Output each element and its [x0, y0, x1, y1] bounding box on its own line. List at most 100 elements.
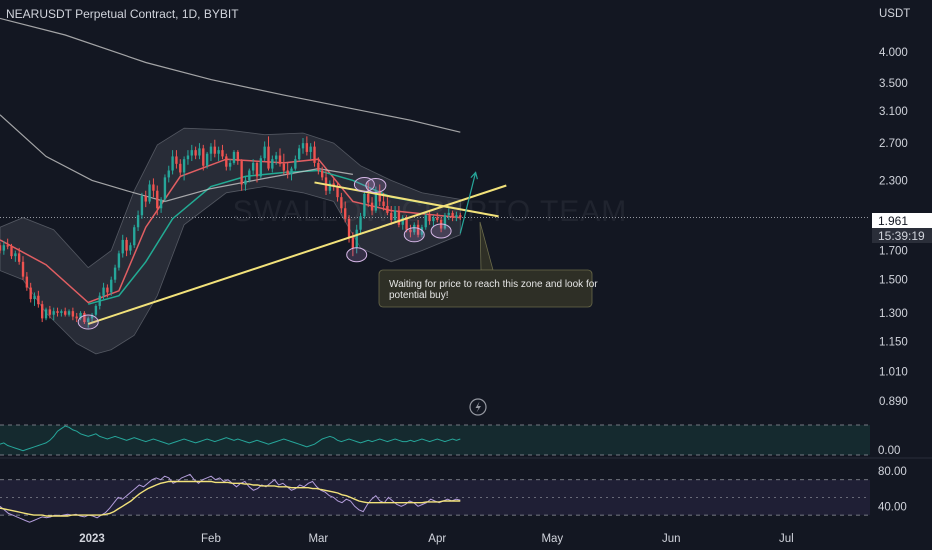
- candle: [140, 192, 144, 219]
- time-tick-label: 2023: [79, 533, 105, 545]
- candle: [432, 215, 435, 228]
- candle-body: [347, 218, 351, 238]
- candle-body: [182, 159, 186, 173]
- price-axis: 4.000 3.500 3.100 2.700 2.300 1.700 1.500 1.300…: [879, 47, 908, 408]
- candle: [278, 148, 282, 167]
- candle: [236, 150, 239, 165]
- candle: [175, 150, 178, 169]
- candle: [336, 182, 339, 202]
- candle: [14, 250, 17, 262]
- candle: [413, 222, 416, 235]
- candle-body: [344, 208, 347, 219]
- candle-body: [205, 153, 209, 166]
- callout-box: [378, 269, 593, 308]
- touch-circle: [77, 314, 99, 330]
- callout-line-2: potential buy!: [389, 290, 449, 301]
- candle-body: [355, 229, 358, 248]
- candle: [90, 312, 94, 323]
- candle-body: [133, 227, 136, 246]
- candle-body: [370, 202, 374, 211]
- candle: [309, 143, 312, 160]
- candle-body: [83, 312, 86, 323]
- candle-body: [294, 159, 297, 169]
- annotation-callout[interactable]: Waiting for price to reach this zone and…: [378, 221, 598, 308]
- touch-circle: [353, 176, 375, 192]
- candle: [374, 186, 378, 213]
- candle-body: [2, 245, 6, 251]
- lightning-icon[interactable]: [469, 398, 487, 416]
- candle-body: [117, 253, 121, 268]
- price-tag-countdown: 15:39:19: [878, 229, 925, 243]
- candle: [393, 206, 397, 223]
- candle-body: [152, 184, 155, 191]
- candle-body: [290, 168, 293, 175]
- candle: [294, 155, 297, 171]
- candle-body: [286, 170, 289, 175]
- candle-body: [305, 143, 309, 152]
- candle-body: [455, 215, 458, 218]
- candle-body: [255, 162, 259, 177]
- candle: [217, 146, 220, 162]
- candle-body: [274, 155, 278, 160]
- candle: [202, 144, 205, 171]
- rsi-axis-label-80: 80.00: [878, 466, 907, 478]
- candle: [259, 155, 263, 179]
- candle-body: [163, 177, 167, 200]
- candle: [424, 212, 427, 230]
- candle: [48, 305, 52, 319]
- candle: [290, 166, 293, 181]
- candle: [37, 290, 40, 308]
- candle-body: [386, 206, 389, 213]
- candle-body: [159, 199, 163, 209]
- candle: [79, 311, 82, 321]
- candle: [267, 136, 270, 171]
- candle: [163, 174, 167, 202]
- candle: [363, 190, 366, 219]
- osc-line: [0, 425, 461, 452]
- candle-body: [121, 239, 124, 254]
- candle: [125, 237, 128, 257]
- price-tag-value: 1.961: [878, 214, 908, 228]
- candle-body: [271, 159, 274, 169]
- candle: [355, 224, 358, 254]
- candle: [451, 210, 454, 222]
- candle-body: [14, 253, 17, 257]
- candle-body: [267, 146, 270, 169]
- candle: [436, 212, 439, 223]
- candle: [386, 197, 389, 216]
- projection-arrow-head: [470, 171, 478, 180]
- candle-body: [232, 151, 236, 163]
- candle-body: [190, 150, 193, 156]
- candle: [136, 210, 140, 231]
- candle-body: [144, 196, 147, 202]
- candle-body: [56, 311, 59, 313]
- candle-body: [140, 196, 144, 216]
- candle-body: [278, 155, 282, 164]
- candle: [205, 151, 209, 169]
- candle-body: [71, 311, 75, 317]
- candle-body: [217, 150, 220, 154]
- candle-body: [202, 148, 205, 166]
- candle-body: [359, 216, 362, 230]
- price-tick-label: 1.010: [879, 367, 908, 379]
- candle-body: [420, 227, 424, 235]
- candle: [251, 159, 255, 175]
- candle: [152, 178, 155, 198]
- candle-body: [413, 224, 416, 233]
- drawings-layer: [77, 171, 507, 330]
- candle: [370, 197, 374, 216]
- candle-body: [0, 245, 2, 251]
- candle: [225, 153, 228, 171]
- candle-body: [248, 170, 251, 181]
- candle: [94, 304, 98, 317]
- candle-body: [136, 215, 140, 228]
- candle: [6, 238, 9, 250]
- currency-label: USDT: [879, 8, 910, 20]
- candle-body: [221, 150, 224, 157]
- price-tick-label: 0.890: [879, 396, 908, 408]
- candle: [271, 155, 274, 173]
- candle-body: [98, 295, 101, 306]
- candle: [297, 144, 301, 162]
- candle-body: [428, 215, 431, 222]
